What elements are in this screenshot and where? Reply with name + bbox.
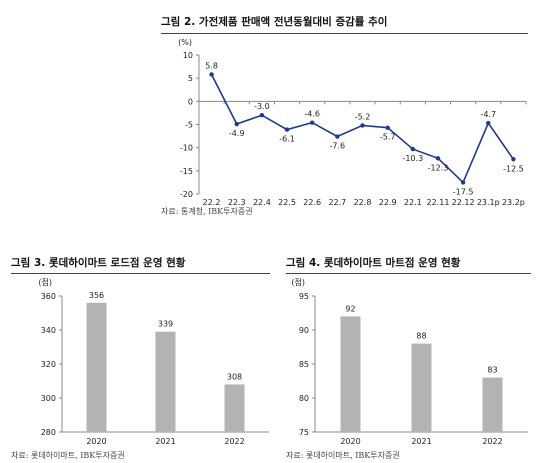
figure-2-source: 자료: 통계청, IBK투자증권 xyxy=(161,207,253,216)
x-tick-label: 22.12 xyxy=(452,198,475,207)
road-bar xyxy=(155,331,176,432)
mart-bar-value-label: 83 xyxy=(487,366,497,375)
road-y-tick-label: 340 xyxy=(41,326,56,335)
figure-3-source: 자료: 롯데하이마트, IBK투자증권 xyxy=(11,451,125,460)
road-x-tick-label: 2021 xyxy=(155,437,175,446)
x-tick-label: 22.5 xyxy=(278,198,296,207)
data-label: -3.0 xyxy=(254,102,270,111)
data-label: -17.5 xyxy=(453,187,474,196)
data-label: -6.1 xyxy=(279,135,295,144)
mart-x-tick-label: 2022 xyxy=(482,437,502,446)
mart-bar xyxy=(482,377,503,432)
mart-bar xyxy=(340,316,361,432)
figure-4-title: 그림 4. 롯데하이마트 마트점 운영 현황 xyxy=(286,257,461,269)
figure-3-title: 그림 3. 롯데하이마트 로드점 운영 현황 xyxy=(11,257,186,269)
y-tick-label: 5 xyxy=(188,74,193,83)
x-tick-label: 22.4 xyxy=(253,198,271,207)
data-label: -5.2 xyxy=(355,112,371,121)
mart-y-tick-label: 90 xyxy=(299,326,309,335)
mart-bar-value-label: 88 xyxy=(416,332,426,341)
data-point xyxy=(486,120,491,126)
x-tick-label: 22.8 xyxy=(354,198,372,207)
figure-4-source: 자료: 롯데하이마트, IBK투자증권 xyxy=(286,451,400,460)
x-tick-label: 22.3 xyxy=(228,198,246,207)
data-label: -4.7 xyxy=(480,110,496,119)
mart-x-tick-label: 2020 xyxy=(340,437,360,446)
data-label: -10.3 xyxy=(402,154,423,163)
data-label: -4.9 xyxy=(229,129,245,138)
y-tick-label: 10 xyxy=(183,51,193,60)
mart-bar xyxy=(411,343,432,432)
road-y-tick-label: 300 xyxy=(41,394,56,403)
y-tick-label: -5 xyxy=(185,121,193,130)
x-tick-label: 23.2p xyxy=(502,198,525,207)
x-tick-label: 22.1 xyxy=(404,198,422,207)
road-y-tick-label: 320 xyxy=(41,360,56,369)
road-x-tick-label: 2022 xyxy=(224,437,244,446)
road-x-tick-label: 2020 xyxy=(86,437,106,446)
road-bar xyxy=(86,302,107,432)
mart-y-tick-label: 80 xyxy=(299,394,309,403)
x-tick-label: 22.11 xyxy=(427,198,450,207)
data-point xyxy=(460,180,466,185)
x-tick-label: 22.9 xyxy=(379,198,397,207)
data-label: -4.6 xyxy=(304,110,320,119)
y-tick-label: -15 xyxy=(180,167,193,176)
road-y-tick-label: 280 xyxy=(41,428,56,437)
figure-3-title-rule xyxy=(11,273,270,274)
road-y-tick-label: 360 xyxy=(41,292,56,301)
data-label: -5.7 xyxy=(380,133,396,142)
mart-x-tick-label: 2021 xyxy=(411,437,431,446)
data-point xyxy=(511,157,516,162)
data-label: -7.6 xyxy=(330,142,346,151)
data-point xyxy=(335,134,340,139)
road-bar-value-label: 308 xyxy=(227,372,242,381)
y-tick-label: -20 xyxy=(180,190,193,199)
road-bar xyxy=(224,384,245,432)
data-point xyxy=(284,127,290,132)
data-point xyxy=(360,123,365,128)
mart-bar-value-label: 92 xyxy=(345,304,355,313)
data-point xyxy=(309,120,315,125)
data-point xyxy=(209,72,214,77)
x-tick-label: 22.7 xyxy=(328,198,346,207)
data-point xyxy=(410,146,416,152)
road-bar-value-label: 356 xyxy=(89,291,104,300)
figure-2-title: 그림 2. 가전제품 판매액 전년동월대비 증감률 추이 xyxy=(161,16,388,28)
mart-y-tick-label: 85 xyxy=(299,360,309,369)
x-tick-label: 22.6 xyxy=(303,198,321,207)
y-tick-label: -10 xyxy=(180,144,193,153)
data-point xyxy=(234,121,239,127)
data-point xyxy=(385,125,390,130)
data-label: -12.3 xyxy=(428,163,449,172)
figure-2-title-rule xyxy=(161,33,528,34)
data-point xyxy=(435,156,441,161)
mart-y-axis-unit: (점) xyxy=(291,277,305,287)
road-bar-value-label: 339 xyxy=(158,320,173,329)
data-point xyxy=(259,113,265,118)
data-label: -12.5 xyxy=(503,164,524,173)
x-tick-label: 22.2 xyxy=(203,198,221,207)
mart-y-tick-label: 75 xyxy=(299,428,309,437)
figure-4-title-rule xyxy=(286,273,531,274)
data-label: 5.8 xyxy=(205,61,218,70)
y-tick-label: 0 xyxy=(188,97,193,106)
y-axis-unit: (%) xyxy=(178,38,192,47)
x-tick-label: 23.1p xyxy=(477,198,500,207)
mart-y-tick-label: 95 xyxy=(299,292,309,301)
road-y-axis-unit: (점) xyxy=(38,277,52,287)
